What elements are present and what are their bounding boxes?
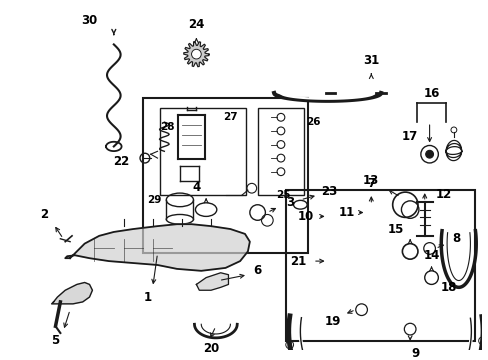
Text: 2: 2: [40, 208, 48, 221]
Text: 28: 28: [160, 122, 174, 132]
Polygon shape: [52, 283, 92, 304]
Text: 27: 27: [223, 112, 237, 122]
Text: 25: 25: [276, 190, 290, 200]
Text: 1: 1: [143, 291, 152, 303]
Polygon shape: [65, 224, 249, 271]
Polygon shape: [183, 42, 208, 67]
Text: 10: 10: [298, 210, 314, 223]
Text: 19: 19: [324, 315, 340, 328]
Circle shape: [191, 49, 201, 59]
Text: 23: 23: [321, 185, 337, 198]
Text: 8: 8: [452, 232, 460, 245]
Polygon shape: [196, 273, 228, 290]
Bar: [142, 98, 307, 253]
Text: 12: 12: [435, 188, 451, 201]
Text: 18: 18: [440, 281, 456, 294]
Text: 14: 14: [423, 249, 439, 262]
Text: 29: 29: [147, 195, 162, 205]
Text: 24: 24: [188, 18, 204, 31]
Text: 4: 4: [192, 181, 200, 194]
Circle shape: [425, 150, 432, 158]
Bar: [160, 108, 245, 195]
Text: 16: 16: [423, 86, 439, 99]
Bar: [285, 190, 474, 341]
Text: 26: 26: [305, 117, 320, 127]
Text: 6: 6: [253, 264, 261, 277]
Text: 22: 22: [113, 154, 129, 167]
Text: 30: 30: [81, 14, 98, 27]
Text: 17: 17: [401, 130, 417, 143]
Bar: [257, 108, 304, 195]
Text: 13: 13: [363, 174, 379, 187]
Text: 20: 20: [203, 342, 219, 355]
Text: 15: 15: [386, 222, 403, 235]
Text: 21: 21: [290, 255, 306, 267]
Text: 11: 11: [338, 206, 354, 219]
Text: 31: 31: [363, 54, 379, 67]
Text: 7: 7: [366, 177, 375, 190]
Text: 9: 9: [410, 347, 418, 360]
Text: 5: 5: [51, 334, 60, 347]
Text: 3: 3: [286, 196, 294, 209]
